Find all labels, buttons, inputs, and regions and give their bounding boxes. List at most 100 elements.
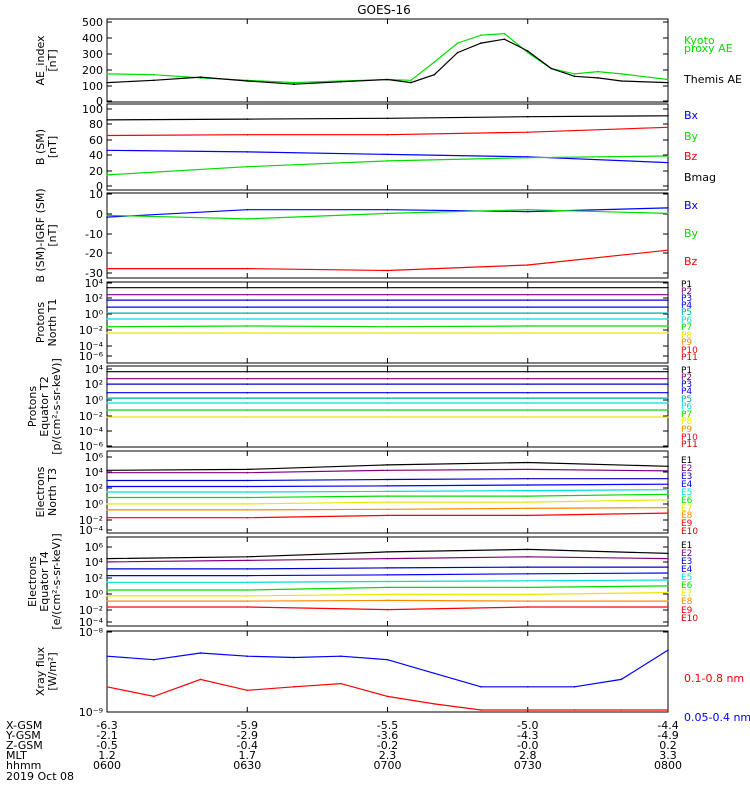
data-point: [246, 306, 249, 308]
data-point: [667, 207, 669, 209]
y-tick-label: -30: [85, 267, 103, 280]
data-point: [246, 509, 249, 511]
legend-entry: By: [684, 130, 699, 143]
data-point: [106, 293, 108, 296]
orbit-value: 0700: [374, 759, 402, 772]
y-tick-label: 0: [96, 180, 103, 193]
data-point: [386, 658, 389, 661]
data-point: [106, 485, 108, 488]
legend-entry: E3: [681, 472, 692, 482]
data-point: [527, 210, 529, 213]
data-point: [246, 402, 249, 404]
orbit-value: 1.2: [98, 749, 116, 762]
y-tick-label: 200: [82, 64, 103, 77]
legend-entry: P10: [681, 346, 698, 356]
data-point: [386, 269, 389, 272]
orbit-value: 0.2: [659, 739, 677, 752]
data-point: [527, 514, 529, 517]
data-point: [527, 286, 529, 289]
data-point: [386, 208, 389, 211]
orbit-value: -6.3: [96, 719, 117, 732]
orbit-value: -0.4: [237, 739, 258, 752]
data-point: [527, 156, 529, 159]
data-point: [246, 391, 249, 394]
data-point: [386, 212, 389, 215]
data-point: [667, 506, 669, 509]
data-point: [246, 479, 249, 482]
data-point: [153, 695, 155, 698]
data-point: [106, 595, 108, 597]
y-tick-label: 100: [82, 80, 103, 93]
data-point: [246, 293, 249, 296]
data-point: [667, 557, 669, 560]
data-point: [246, 318, 249, 320]
orbit-value: 0600: [93, 759, 121, 772]
orbit-value: -0.5: [96, 739, 117, 752]
legend-entry: Bx: [684, 199, 699, 212]
data-point: [386, 293, 389, 296]
data-point: [246, 397, 249, 399]
data-point: [667, 249, 669, 251]
legend-entry: E5: [681, 573, 692, 583]
data-point: [527, 489, 529, 492]
data-point: [106, 332, 108, 334]
orbit-value: -4.4: [657, 719, 678, 732]
data-point: [527, 566, 529, 568]
legend-entry: P3: [681, 380, 692, 390]
y-tick-label: 10⁻²: [79, 324, 103, 337]
data-point: [386, 370, 389, 373]
data-point: [386, 325, 389, 328]
legend-entry: Bmag: [684, 171, 716, 184]
y-tick-label: 10⁻⁶: [79, 440, 104, 453]
data-point: [667, 488, 669, 491]
orbit-row-label: MLT: [6, 749, 27, 762]
y-tick-label: 10⁰: [85, 588, 104, 601]
data-point: [199, 76, 202, 78]
data-point: [106, 391, 108, 394]
data-point: [456, 51, 459, 54]
y-tick-label: 400: [82, 32, 103, 45]
data-point: [246, 491, 249, 493]
data-point: [386, 391, 389, 394]
data-point: [246, 595, 249, 597]
data-point: [456, 42, 459, 44]
data-point: [527, 409, 529, 411]
data-point: [106, 306, 108, 308]
data-point: [246, 312, 249, 314]
data-point: [246, 118, 249, 120]
y-axis-label: [e/(cm²-s-sr-keV)]: [50, 533, 63, 629]
orbit-value: -0.0: [517, 739, 538, 752]
legend-entry: E4: [681, 565, 693, 575]
legend-entry: P1: [681, 366, 692, 376]
data-point: [246, 416, 249, 418]
data-point: [246, 377, 249, 380]
data-point: [573, 73, 576, 75]
data-point: [480, 709, 482, 711]
data-point: [527, 51, 529, 54]
data-point: [246, 589, 249, 591]
orbit-value: -2.9: [237, 729, 258, 742]
data-point: [503, 32, 506, 35]
data-point: [386, 383, 389, 385]
data-point: [386, 318, 389, 320]
data-point: [386, 567, 389, 569]
data-point: [386, 377, 389, 380]
data-point: [246, 299, 249, 301]
data-point: [106, 561, 108, 563]
legend-entry: E9: [681, 519, 693, 529]
data-point: [246, 606, 249, 608]
data-point: [386, 557, 389, 560]
data-point: [106, 267, 108, 270]
data-point: [527, 50, 529, 52]
data-point: [667, 306, 669, 308]
data-point: [106, 216, 108, 218]
data-point: [386, 117, 389, 120]
data-point: [106, 655, 108, 657]
y-tick-label: 10²: [85, 378, 103, 391]
y-tick-label: 0: [96, 208, 103, 221]
orbit-value: -2.1: [96, 729, 117, 742]
data-point: [667, 709, 669, 711]
data-point: [667, 286, 669, 289]
data-point: [527, 556, 529, 558]
